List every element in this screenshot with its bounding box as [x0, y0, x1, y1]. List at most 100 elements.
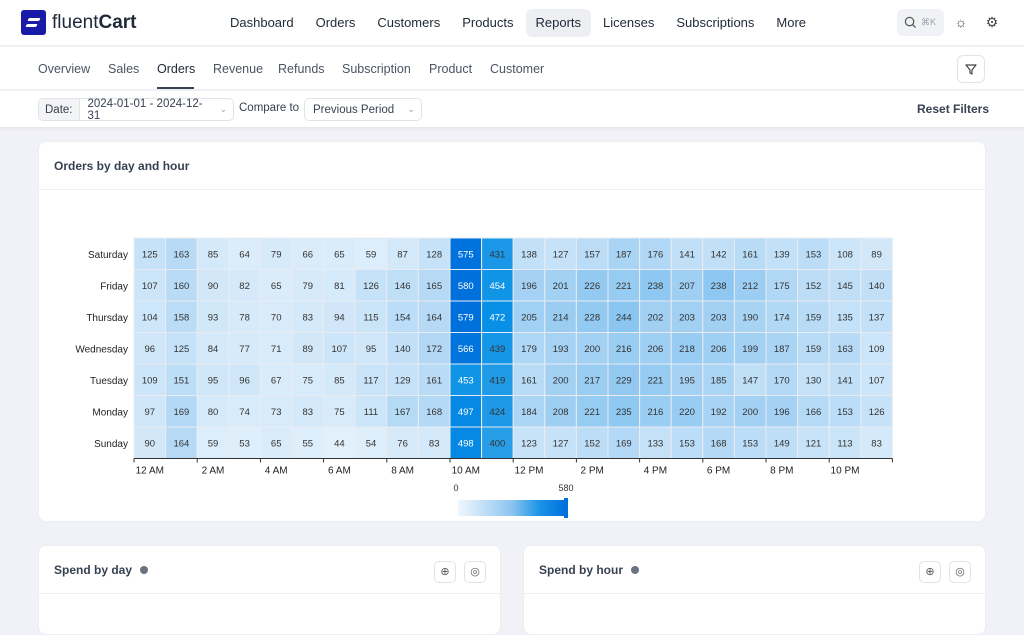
search-icon: [904, 16, 917, 29]
heatmap-cell: [702, 332, 735, 365]
heatmap-cell: [860, 237, 893, 270]
cell-value: 96: [239, 375, 250, 386]
orders-heatmap-card: Orders by day and hour Saturday 125 163 85 6…: [38, 141, 986, 522]
cell-value: 218: [679, 344, 695, 355]
zoom-in-icon[interactable]: ⊕: [434, 561, 456, 583]
tab-product[interactable]: Product: [429, 62, 473, 76]
cell-value: 59: [366, 249, 377, 260]
cell-value: 221: [584, 407, 600, 418]
cell-value: 107: [869, 375, 885, 386]
cell-value: 164: [426, 312, 442, 323]
cell-value: 192: [711, 407, 727, 418]
tab-revenue[interactable]: Revenue: [213, 62, 264, 76]
info-icon[interactable]: [140, 565, 149, 574]
theme-toggle-sun-icon[interactable]: ☼: [954, 14, 968, 30]
heatmap-cell: [228, 426, 261, 459]
reset-filters-button[interactable]: Reset Filters: [917, 102, 990, 116]
filter-button[interactable]: [957, 55, 985, 83]
heatmap-cell: [512, 269, 546, 302]
tab-customer[interactable]: Customer: [490, 62, 545, 76]
tab-overview[interactable]: Overview: [38, 62, 91, 76]
cell-value: 125: [142, 249, 158, 260]
cell-value: 141: [679, 249, 695, 260]
cell-value: 67: [271, 375, 282, 386]
heatmap-cell: [607, 363, 641, 396]
chevron-down-icon: ⌄: [407, 104, 415, 114]
cell-value: 82: [239, 281, 250, 292]
cell-value: 216: [616, 344, 632, 355]
heatmap-cell: [449, 426, 483, 459]
nav-more[interactable]: More: [776, 15, 807, 30]
nav-products[interactable]: Products: [462, 15, 514, 30]
cell-value: 65: [271, 438, 282, 449]
cell-value: 138: [521, 249, 537, 260]
cell-value: 196: [774, 407, 790, 418]
heatmap-cell: [544, 237, 577, 270]
cell-value: 145: [837, 281, 853, 292]
cell-value: 208: [553, 407, 569, 418]
cell-value: 85: [208, 249, 219, 260]
cell-value: 199: [742, 344, 758, 355]
reset-zoom-icon[interactable]: ◎: [949, 561, 971, 583]
x-tick-label: 12 AM: [136, 466, 164, 477]
nav-reports[interactable]: Reports: [525, 9, 592, 37]
heatmap-cell: [797, 237, 830, 270]
heatmap-cell: [386, 363, 419, 396]
heatmap-cell: [639, 237, 672, 270]
cell-value: 226: [584, 281, 600, 292]
cell-value: 159: [805, 312, 821, 323]
cell-value: 127: [553, 249, 569, 260]
nav-subscriptions[interactable]: Subscriptions: [676, 15, 755, 30]
x-tick-label: 2 AM: [202, 466, 225, 477]
cell-value: 205: [521, 312, 537, 323]
cell-value: 149: [774, 438, 790, 449]
heatmap-cell: [828, 269, 862, 302]
cell-value: 113: [837, 438, 852, 449]
cell-value: 169: [173, 407, 189, 418]
cell-value: 108: [837, 249, 853, 260]
heatmap-cell: [670, 300, 704, 333]
cell-value: 128: [426, 249, 442, 260]
tab-orders[interactable]: Orders: [157, 62, 196, 76]
tab-refunds[interactable]: Refunds: [278, 62, 325, 76]
cell-value: 94: [334, 312, 345, 323]
settings-gear-icon[interactable]: ⚙: [985, 14, 999, 30]
cell-value: 142: [711, 249, 727, 260]
heatmap-cell: [733, 363, 767, 396]
heatmap-cell: [354, 395, 388, 428]
cell-value: 81: [334, 281, 345, 292]
heatmap-cell: [133, 237, 167, 270]
heatmap-cell: [702, 237, 735, 270]
cell-value: 139: [774, 249, 790, 260]
heatmap-cell: [481, 395, 514, 428]
nav-customers[interactable]: Customers: [377, 15, 441, 30]
compare-select[interactable]: Previous Period ⌄: [304, 98, 422, 121]
search-button[interactable]: ⌘K: [897, 9, 944, 36]
nav-licenses[interactable]: Licenses: [603, 15, 655, 30]
zoom-in-icon[interactable]: ⊕: [919, 561, 941, 583]
cell-value: 95: [208, 375, 219, 386]
cell-value: 431: [489, 249, 505, 260]
tab-subscription[interactable]: Subscription: [342, 62, 411, 76]
nav-orders[interactable]: Orders: [315, 15, 356, 30]
tab-sales[interactable]: Sales: [108, 62, 140, 76]
cell-value: 185: [711, 375, 727, 386]
cell-value: 202: [647, 312, 663, 323]
cell-value: 137: [869, 312, 885, 323]
heatmap-cell: [259, 332, 293, 365]
cell-value: 153: [805, 249, 821, 260]
logo[interactable]: fluentCart: [21, 10, 137, 35]
date-range-picker[interactable]: Date: 2024-01-01 - 2024-12-31 ⌄: [38, 98, 234, 122]
cell-value: 66: [303, 249, 314, 260]
cell-value: 424: [489, 407, 505, 418]
cell-value: 146: [395, 281, 411, 292]
cell-value: 453: [458, 375, 474, 386]
nav-dashboard[interactable]: Dashboard: [230, 15, 294, 30]
reset-zoom-icon[interactable]: ◎: [464, 561, 486, 583]
heatmap-cell: [133, 395, 167, 428]
cell-value: 74: [239, 407, 250, 418]
heatmap-cell: [133, 363, 167, 396]
info-icon[interactable]: [631, 565, 639, 574]
cell-value: 200: [584, 344, 600, 355]
date-label: Date:: [39, 99, 80, 120]
